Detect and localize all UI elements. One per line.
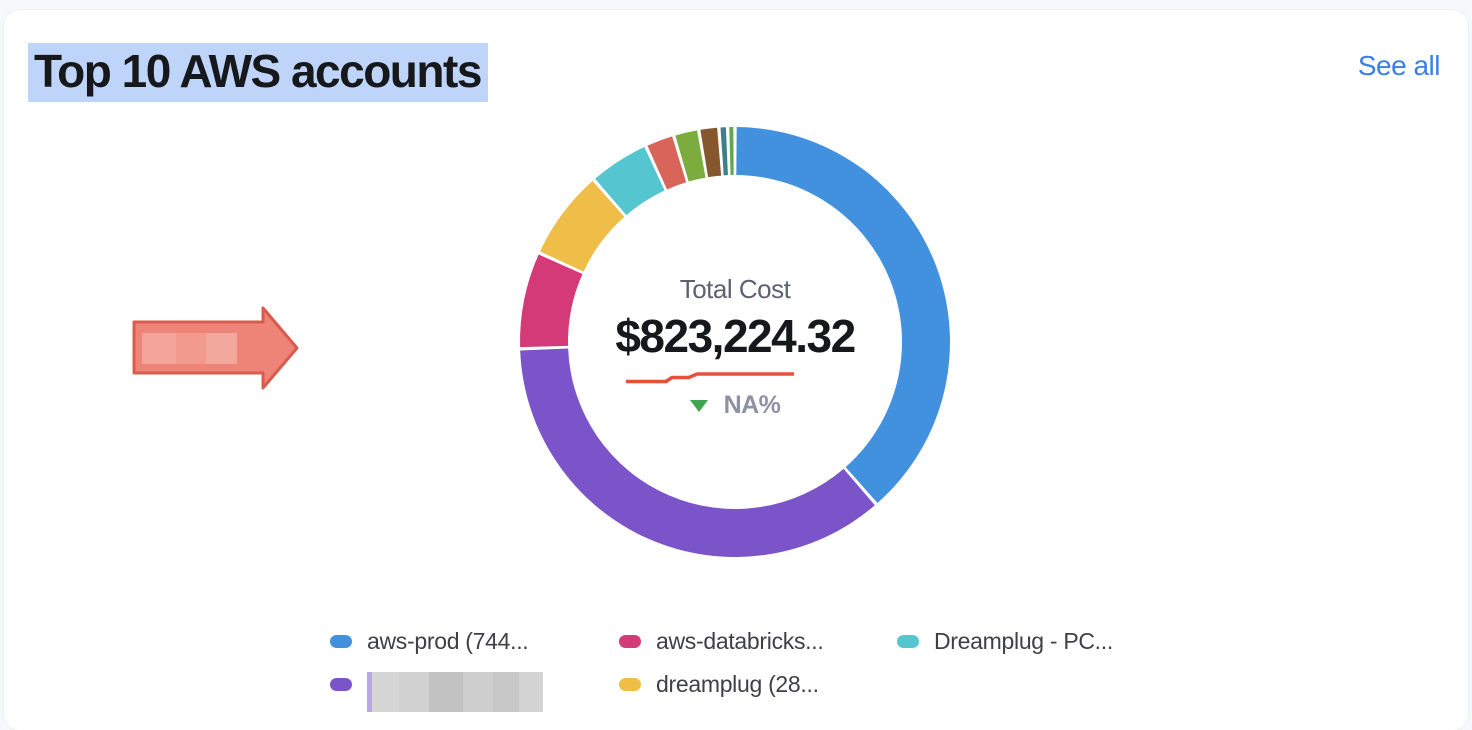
- donut-segment[interactable]: [700, 127, 722, 178]
- legend-label: Dreamplug - PC...: [934, 628, 1113, 654]
- delta-value: NA%: [723, 391, 781, 419]
- page: { "header": { "title": "Top 10 AWS accou…: [28, 43, 1441, 712]
- legend-label: aws-databricks...: [656, 628, 824, 654]
- legend-swatch: [330, 635, 352, 648]
- arrow-down-icon: [689, 399, 708, 412]
- donut-segment[interactable]: [520, 254, 583, 348]
- donut-segment[interactable]: [540, 180, 625, 272]
- annotation-arrow-redaction: [176, 333, 206, 364]
- legend-item[interactable]: dreamplug (28...: [619, 663, 897, 706]
- legend-label: aws-prod (744...: [367, 628, 529, 654]
- donut-center: Total Cost $823,224.32 NA%: [565, 274, 905, 420]
- card-title-selection: Top 10 AWS accounts: [28, 43, 488, 102]
- annotation-arrow-redaction: [142, 333, 176, 364]
- top-accounts-card: Top 10 AWS accounts See all Total Cost $…: [4, 10, 1468, 730]
- legend-item[interactable]: [330, 663, 619, 712]
- see-all-link[interactable]: See all: [1357, 50, 1441, 81]
- chart-legend: aws-prod (744... aws-databricks... dreampl…: [330, 620, 1207, 712]
- donut-segment[interactable]: [520, 348, 875, 558]
- donut-segment[interactable]: [595, 147, 665, 216]
- total-cost-label: Total Cost: [679, 274, 791, 304]
- donut-segment[interactable]: [729, 127, 734, 176]
- donut-segment[interactable]: [736, 127, 951, 504]
- annotation-arrow-redaction: [206, 333, 237, 364]
- legend-swatch: [897, 635, 919, 648]
- legend-swatch: [619, 635, 641, 648]
- donut-segment[interactable]: [720, 127, 728, 176]
- trend-line: [626, 372, 794, 384]
- legend-item[interactable]: aws-databricks...: [619, 620, 897, 663]
- annotation-arrow: [132, 306, 299, 390]
- legend-swatch: [330, 678, 352, 691]
- legend-label: dreamplug (28...: [656, 671, 819, 697]
- legend-swatch: [619, 678, 641, 691]
- donut-segment[interactable]: [647, 136, 687, 190]
- redacted-label: [367, 671, 543, 712]
- card-title: Top 10 AWS accounts: [28, 43, 488, 102]
- legend-item[interactable]: aws-prod (744...: [330, 620, 619, 663]
- legend-item[interactable]: Dreamplug - PC...: [897, 620, 1207, 663]
- delta-row: NA%: [565, 391, 905, 420]
- donut-segment[interactable]: [675, 130, 706, 182]
- total-cost-value: $823,224.32: [615, 310, 856, 362]
- trend-sparkline: [565, 371, 905, 385]
- donut-chart: [520, 127, 951, 558]
